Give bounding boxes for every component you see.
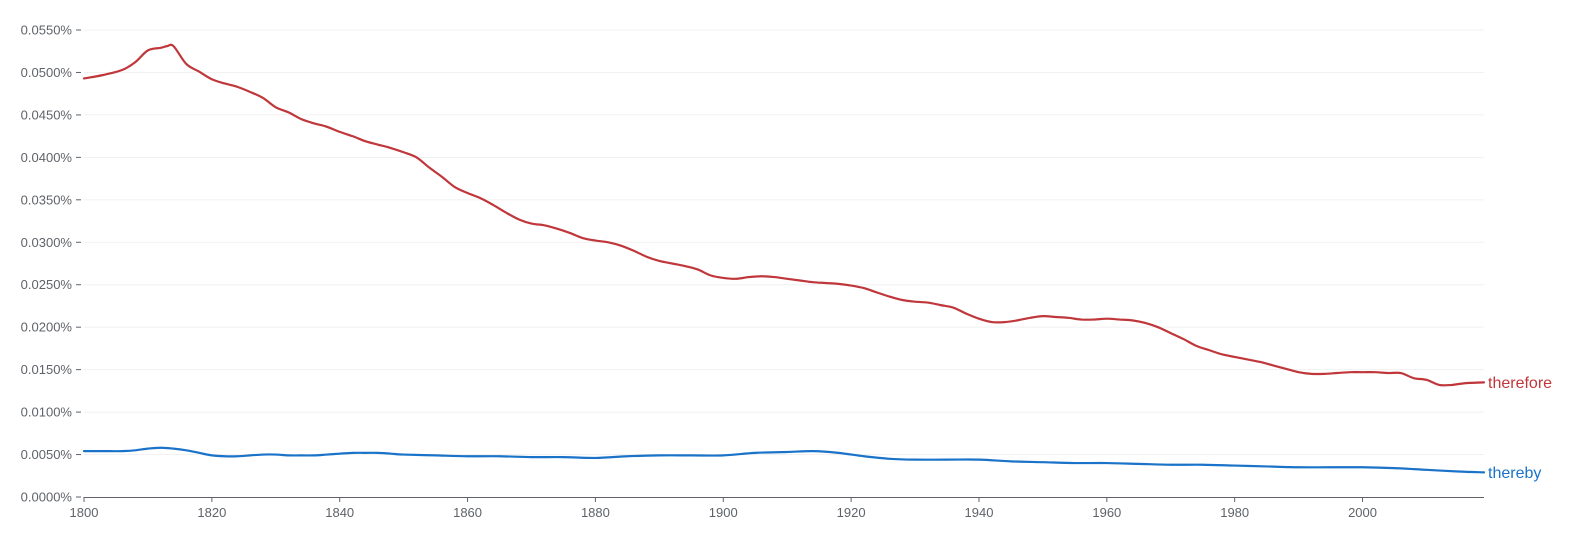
y-tick-label: 0.0400% — [21, 150, 73, 165]
y-tick-label: 0.0350% — [21, 192, 73, 207]
y-tick-label: 0.0250% — [21, 277, 73, 292]
x-tick-label: 1900 — [709, 505, 738, 520]
y-tick-label: 0.0550% — [21, 23, 73, 38]
x-tick-label: 1980 — [1220, 505, 1249, 520]
x-tick-label: 1860 — [453, 505, 482, 520]
series-labels: therefore thereby — [1488, 375, 1552, 482]
series-label-thereby: thereby — [1488, 465, 1541, 482]
x-tick-label: 1940 — [965, 505, 994, 520]
series-lines — [82, 43, 1486, 474]
x-tick-label: 2000 — [1348, 505, 1377, 520]
x-tick-label: 1960 — [1092, 505, 1121, 520]
y-tick-label: 0.0150% — [21, 362, 73, 377]
y-tick-label: 0.0200% — [21, 320, 73, 335]
x-tick-label: 1800 — [70, 505, 99, 520]
y-tick-label: 0.0300% — [21, 235, 73, 250]
series-line-thereby — [82, 446, 1486, 474]
grid-lines — [84, 29, 1484, 456]
series-label-therefore: therefore — [1488, 375, 1552, 392]
x-tick-label: 1920 — [837, 505, 866, 520]
x-tick-label: 1840 — [325, 505, 354, 520]
y-tick-label: 0.0000% — [21, 490, 73, 505]
x-tick-label: 1880 — [581, 505, 610, 520]
series-line-therefore — [82, 43, 1486, 387]
axes: 0.0000% 0.0050% 0.0100% 0.0150% 0.0200% 0.025… — [21, 23, 1484, 520]
y-tick-label: 0.0450% — [21, 107, 73, 122]
y-tick-label: 0.0500% — [21, 65, 73, 80]
x-tick-label: 1820 — [197, 505, 226, 520]
y-tick-label: 0.0050% — [21, 447, 73, 462]
y-tick-label: 0.0100% — [21, 405, 73, 420]
